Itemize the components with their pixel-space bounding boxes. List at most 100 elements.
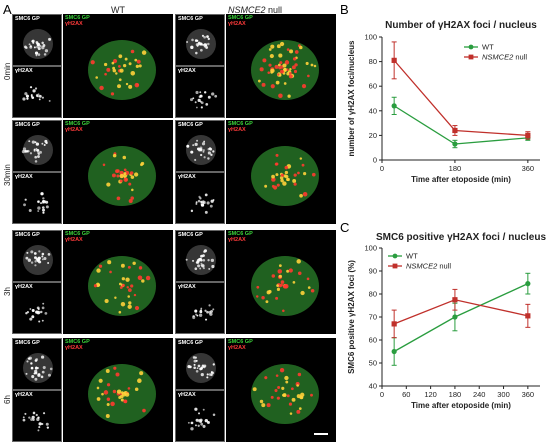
focus-dot — [130, 175, 135, 179]
focus-dot — [275, 296, 279, 300]
focus-dot — [200, 254, 204, 258]
focus-dot — [262, 58, 267, 63]
focus-dot — [49, 367, 53, 371]
focus-dot — [201, 43, 204, 46]
focus-dot — [195, 106, 198, 109]
focus-dot — [106, 397, 111, 401]
focus-dot — [199, 267, 202, 270]
focus-dot — [137, 378, 142, 383]
focus-dot — [25, 94, 29, 98]
focus-dot — [27, 357, 30, 360]
focus-dot — [289, 412, 293, 415]
data-point-nsmce2-null — [525, 132, 531, 138]
focus-dot — [34, 51, 39, 55]
focus-dot — [26, 251, 29, 254]
focus-dot — [200, 95, 202, 97]
focus-dot — [119, 286, 123, 289]
focus-dot — [274, 64, 279, 69]
focus-dot — [123, 168, 127, 172]
focus-dot — [116, 389, 122, 394]
merge-label-smc6: SMC6 GP — [65, 231, 90, 237]
smc6-label: SMC6 GP — [178, 340, 203, 346]
focus-dot — [134, 305, 140, 311]
focus-dot — [207, 259, 210, 262]
focus-dot — [47, 262, 50, 265]
focus-dot — [34, 87, 38, 90]
y-tick-label: 60 — [369, 336, 377, 345]
yh2ax-label: γH2AX — [178, 392, 196, 398]
focus-dot — [212, 413, 216, 417]
focus-dot — [200, 310, 203, 314]
focus-dot — [296, 409, 301, 414]
focus-dot — [117, 84, 122, 89]
focus-dot — [96, 397, 101, 401]
focus-dot — [96, 283, 101, 287]
focus-dot — [194, 101, 197, 104]
focus-dot — [118, 282, 122, 286]
focus-dot — [203, 250, 206, 253]
focus-dot — [305, 61, 309, 66]
focus-dot — [34, 260, 37, 263]
focus-dot — [292, 57, 297, 61]
focus-dot — [127, 288, 132, 293]
focus-dot — [28, 43, 31, 46]
focus-dot — [102, 163, 106, 167]
focus-dot — [261, 403, 266, 408]
focus-dot — [293, 69, 298, 74]
focus-dot — [35, 413, 38, 417]
focus-dot — [195, 424, 197, 427]
focus-dot — [113, 366, 117, 370]
focus-dot — [110, 401, 115, 407]
focus-dot — [111, 61, 115, 65]
focus-dot — [266, 403, 271, 408]
focus-dot — [38, 44, 42, 48]
merged-image-wt-30min: SMC6 GP γH2AX — [63, 120, 173, 224]
y-tick-label: 100 — [364, 244, 377, 253]
focus-dot — [115, 72, 118, 75]
focus-dot — [37, 256, 41, 260]
focus-dot — [24, 92, 28, 96]
focus-dot — [24, 198, 27, 201]
series-line-nsmce2-null — [393, 299, 528, 325]
focus-dot — [37, 206, 41, 210]
focus-dot — [120, 391, 124, 395]
focus-dot — [29, 152, 33, 155]
row-label-3h: 3h — [3, 287, 12, 296]
focus-dot — [31, 415, 35, 419]
focus-dot — [104, 72, 107, 76]
focus-dot — [276, 44, 281, 49]
merge-label-smc6: SMC6 GP — [228, 15, 253, 21]
focus-dot — [294, 50, 299, 54]
focus-dot — [278, 53, 283, 58]
focus-dot — [306, 277, 310, 281]
focus-dot — [35, 142, 40, 146]
y-tick-label: 90 — [369, 267, 377, 276]
focus-dot — [280, 178, 284, 183]
smc6-inset: SMC6 GP — [175, 14, 225, 66]
focus-dot — [99, 85, 104, 91]
focus-dot — [35, 94, 39, 97]
focus-dot — [280, 280, 285, 284]
focus-dot — [190, 209, 194, 213]
data-point-nsmce2-null — [391, 321, 397, 327]
column-header-null-suffix: null — [265, 5, 283, 15]
focus-dot — [201, 364, 205, 367]
focus-dot — [30, 418, 33, 421]
focus-dot — [98, 264, 103, 268]
focus-dot — [29, 317, 33, 321]
focus-dot — [26, 97, 29, 100]
y-tick-label: 80 — [369, 57, 377, 66]
column-header-null-gene: NSMCE2 — [227, 5, 266, 15]
focus-dot — [207, 157, 210, 160]
focus-dot — [31, 40, 34, 43]
y-tick-label: 100 — [364, 33, 377, 42]
focus-dot — [106, 182, 111, 187]
focus-dot — [274, 388, 278, 393]
focus-dot — [96, 386, 100, 390]
focus-dot — [36, 417, 40, 421]
merge-label-yh2ax: γH2AX — [228, 127, 246, 133]
focus-dot — [22, 416, 25, 419]
focus-dot — [112, 66, 116, 70]
yh2ax-inset: γH2AX — [175, 390, 225, 442]
focus-dot — [35, 147, 38, 150]
